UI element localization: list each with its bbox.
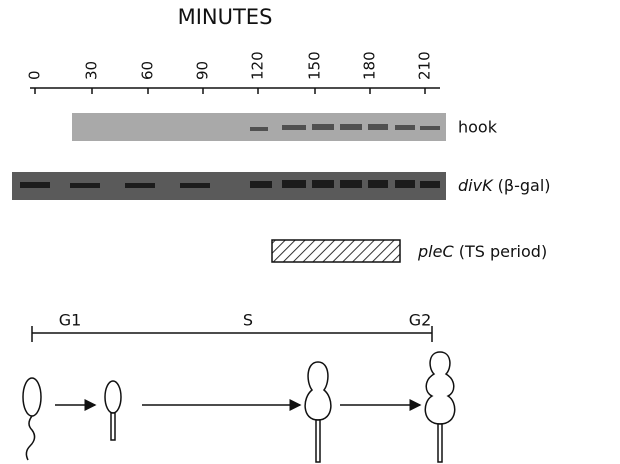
time-label: 90 — [194, 61, 212, 80]
row-label: hook — [458, 118, 498, 137]
phase-label: G2 — [409, 311, 432, 330]
time-label: 120 — [249, 51, 267, 80]
time-axis: 0 30 60 90 120 150 180 210 — [26, 51, 441, 94]
time-label: 150 — [306, 51, 324, 80]
cycle-line — [32, 326, 432, 342]
time-label: 60 — [139, 61, 157, 80]
phase-label: S — [243, 311, 253, 330]
title: MINUTES — [178, 5, 273, 29]
gene-name: pleC — [417, 242, 454, 261]
row-label: pleC (TS period) — [417, 242, 547, 261]
row-note: (TS period) — [459, 242, 547, 261]
row-label: divK (β-gal) — [458, 176, 551, 195]
time-label: 180 — [361, 51, 379, 80]
time-label: 210 — [416, 51, 434, 80]
phase-label: G1 — [59, 311, 82, 330]
gene-name: divK — [458, 176, 494, 195]
ts-period — [272, 240, 400, 262]
row-note: (β-gal) — [498, 176, 551, 195]
figure: MINUTES 0 30 60 90 120 150 180 210 hook divK (β… — [0, 0, 620, 464]
cells — [23, 352, 455, 462]
time-label: 0 — [26, 70, 44, 80]
time-label: 30 — [83, 61, 101, 80]
